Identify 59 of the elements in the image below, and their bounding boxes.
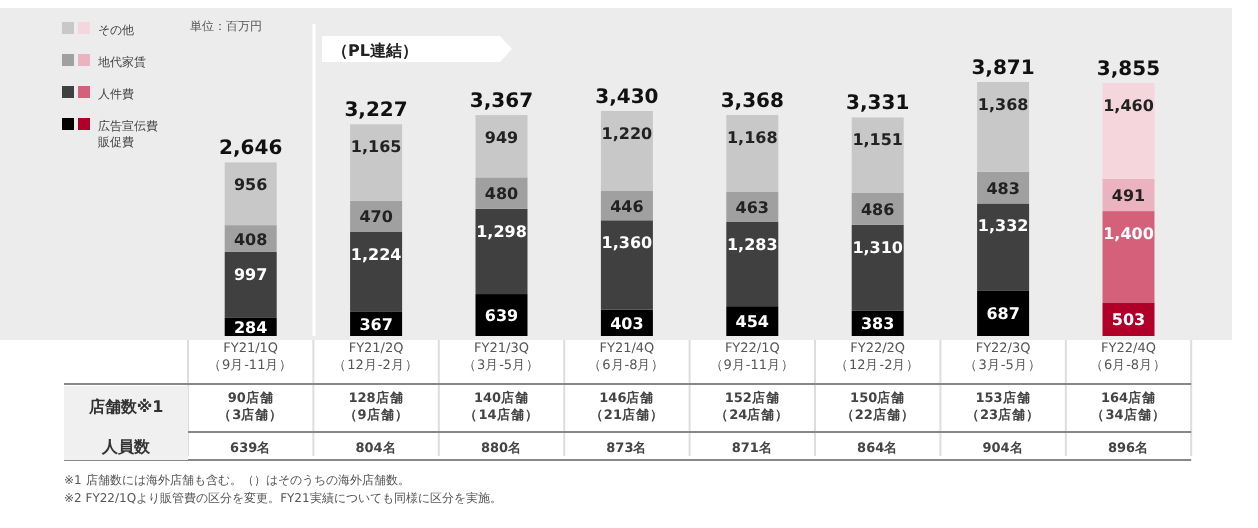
data-label: 1,283 — [726, 236, 778, 254]
data-label: 997 — [234, 265, 268, 284]
bar — [977, 82, 1030, 172]
data-label: 1,368 — [977, 96, 1030, 114]
bar — [224, 251, 277, 318]
data-label: 367 — [359, 315, 393, 334]
data-label: 483 — [986, 179, 1020, 198]
bar — [224, 162, 277, 226]
bar — [851, 117, 904, 193]
data-label: 687 — [986, 304, 1020, 323]
bar — [350, 231, 403, 312]
data-label: 480 — [484, 185, 520, 204]
data-label: 403 — [610, 314, 644, 333]
bar — [475, 208, 528, 295]
total-label: 2,646 — [219, 138, 283, 161]
data-label: 1,400 — [1103, 225, 1155, 244]
total-label: 3,430 — [595, 86, 659, 109]
total-label: 3,368 — [720, 90, 785, 113]
bar — [1102, 211, 1155, 303]
data-label: 486 — [861, 200, 896, 219]
data-label: 454 — [735, 313, 770, 332]
data-label: 1,168 — [726, 128, 779, 147]
data-label: 1,298 — [476, 222, 528, 241]
bar — [600, 220, 653, 310]
bar — [726, 114, 779, 192]
bar — [1102, 83, 1155, 179]
total-label: 3,227 — [344, 100, 408, 123]
data-label: 408 — [234, 230, 269, 249]
data-label: 463 — [735, 198, 769, 217]
data-label: 383 — [861, 315, 895, 334]
bar — [726, 222, 779, 307]
data-label: 470 — [359, 208, 394, 227]
data-label: 1,220 — [601, 124, 654, 143]
data-label: 284 — [234, 318, 269, 337]
data-label: 491 — [1111, 186, 1147, 205]
chart-title: （PL連結） — [332, 42, 418, 60]
data-label: 1,310 — [852, 238, 904, 257]
total-label: 3,855 — [1096, 59, 1161, 82]
total-label: 3,367 — [469, 91, 534, 114]
data-label: 949 — [484, 129, 520, 148]
bar — [600, 110, 653, 192]
data-label: 446 — [610, 197, 645, 216]
bar — [350, 124, 403, 201]
data-label: 1,332 — [977, 217, 1029, 236]
data-label: 956 — [234, 176, 269, 195]
bar — [851, 224, 904, 311]
total-label: 3,871 — [971, 58, 1035, 80]
data-label: 1,460 — [1103, 97, 1155, 116]
text: 人員数 — [100, 438, 152, 456]
text: 店舗数※1 — [86, 396, 165, 416]
data-label: 639 — [484, 307, 520, 326]
data-label: 503 — [1111, 311, 1146, 330]
data-label: 1,224 — [350, 245, 403, 264]
data-label: 1,360 — [601, 234, 654, 253]
data-label: 1,165 — [350, 138, 403, 157]
total-label: 3,331 — [846, 93, 910, 116]
data-label: 1,151 — [852, 131, 904, 150]
bar — [475, 115, 528, 178]
bar — [977, 203, 1030, 291]
